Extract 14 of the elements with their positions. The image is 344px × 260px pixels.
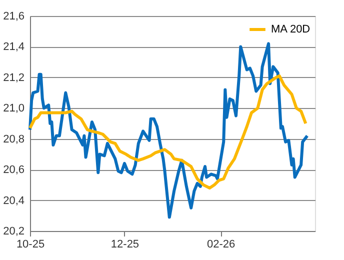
line-series	[28, 42, 309, 219]
legend-label: MA 20D	[271, 24, 310, 36]
line-series	[28, 74, 308, 190]
y-tick-label: 21,6	[3, 10, 24, 22]
x-tick-label: 10-25	[16, 238, 45, 250]
y-tick-label: 20,2	[3, 226, 24, 238]
y-tick-label: 21,0	[3, 102, 24, 115]
y-tick-label: 21,2	[3, 72, 24, 84]
x-tick-label: 12-25	[110, 238, 140, 250]
y-tick-label: 20,6	[3, 164, 24, 176]
y-tick-label: 20,8	[3, 133, 24, 146]
y-tick-label: 20,4	[3, 194, 24, 207]
x-tick-label: 02-26	[206, 238, 236, 250]
y-tick-label: 21,4	[3, 41, 24, 54]
